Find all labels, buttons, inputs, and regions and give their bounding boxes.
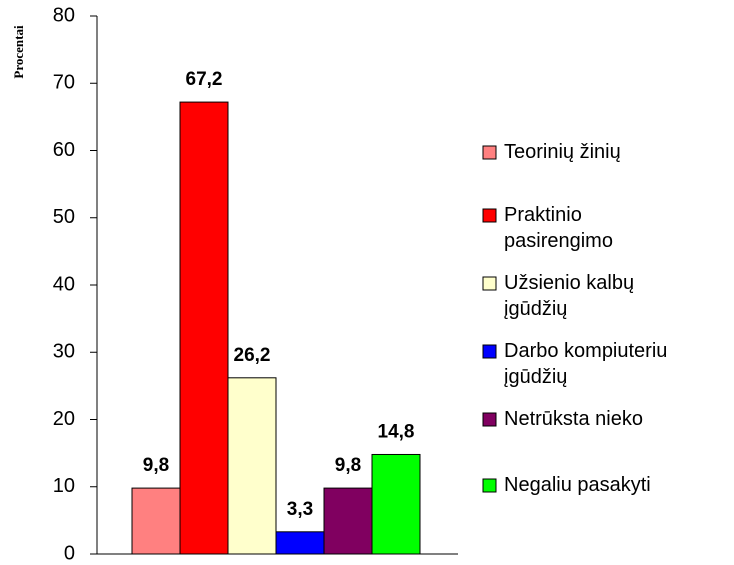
legend-label-line: Užsienio kalbų bbox=[504, 272, 634, 294]
y-tick-label: 20 bbox=[53, 408, 75, 430]
value-label: 9,8 bbox=[335, 455, 361, 476]
legend-label-line: pasirengimo bbox=[504, 230, 613, 252]
y-axis-label: Procentai bbox=[11, 25, 26, 79]
y-tick-label: 70 bbox=[53, 72, 75, 94]
bar bbox=[275, 531, 325, 555]
legend-swatch bbox=[482, 208, 497, 223]
y-tick-label: 30 bbox=[53, 341, 75, 363]
legend-swatch bbox=[482, 478, 497, 493]
legend-label: Darbo kompiuteriu įgūdžių bbox=[504, 340, 667, 388]
value-label: 67,2 bbox=[186, 69, 223, 90]
legend-label-line: Praktinio bbox=[504, 204, 582, 226]
y-tick-label: 40 bbox=[53, 273, 75, 295]
bar bbox=[323, 487, 373, 555]
value-label: 14,8 bbox=[378, 421, 415, 442]
y-tick-label: 50 bbox=[53, 206, 75, 228]
legend-label: Netrūksta nieko bbox=[504, 408, 643, 430]
bar bbox=[371, 453, 421, 555]
legend-label: Užsienio kalbų įgūdžių bbox=[504, 272, 634, 320]
legend-label: Praktinio pasirengimo bbox=[504, 204, 613, 252]
legend-label-line: įgūdžių bbox=[504, 298, 567, 320]
legend-label-line: Teorinių žinių bbox=[504, 141, 621, 163]
bar bbox=[227, 377, 277, 555]
bar bbox=[179, 101, 229, 555]
y-tick-label: 80 bbox=[53, 4, 75, 26]
y-tick-label: 10 bbox=[53, 475, 75, 497]
legend-swatch bbox=[482, 412, 497, 427]
value-label: 9,8 bbox=[143, 455, 169, 476]
y-tick-label: 60 bbox=[53, 139, 75, 161]
legend-swatch bbox=[482, 344, 497, 359]
value-label: 26,2 bbox=[234, 345, 271, 366]
y-tick-label: 0 bbox=[64, 542, 75, 564]
bar bbox=[131, 487, 181, 555]
legend-label: Teorinių žinių bbox=[504, 141, 621, 163]
legend-label-line: įgūdžių bbox=[504, 366, 567, 388]
value-label: 3,3 bbox=[287, 499, 313, 520]
legend-label-line: Netrūksta nieko bbox=[504, 408, 643, 430]
legend-label-line: Darbo kompiuteriu bbox=[504, 340, 667, 362]
legend-swatch bbox=[482, 276, 497, 291]
legend-swatch bbox=[482, 145, 497, 160]
legend-label: Negaliu pasakyti bbox=[504, 474, 651, 496]
legend-label-line: Negaliu pasakyti bbox=[504, 474, 651, 496]
